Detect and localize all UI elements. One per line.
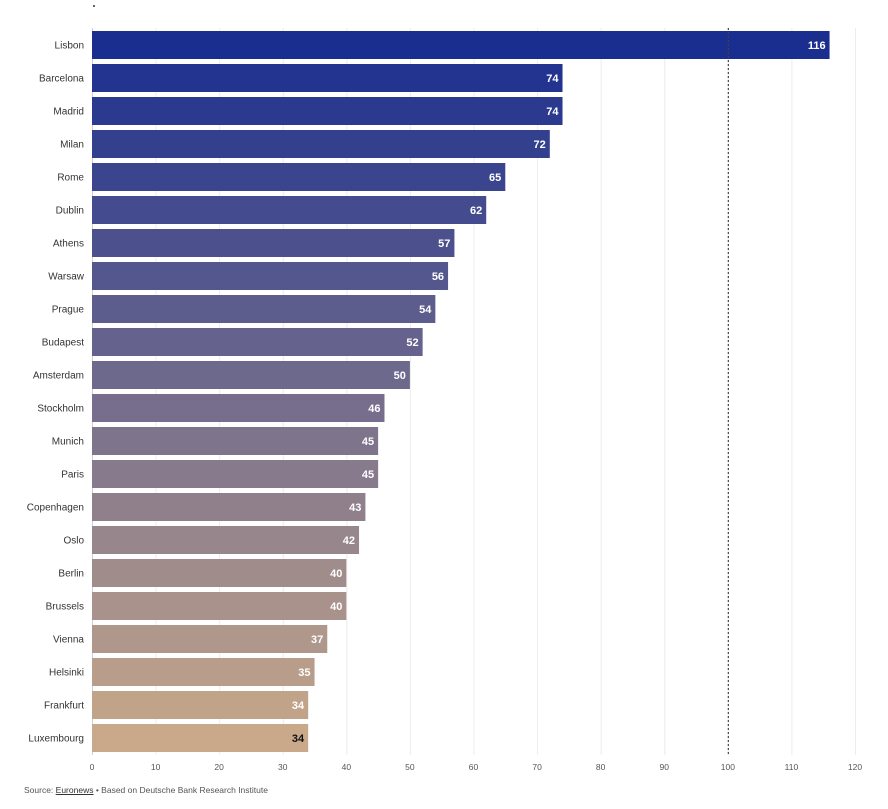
category-label: Vienna [53, 635, 84, 646]
data-label: 57 [438, 238, 450, 250]
bar [92, 31, 830, 59]
data-label: 34 [292, 733, 305, 745]
x-tick-label: 110 [785, 762, 799, 772]
x-tick-label: 90 [660, 762, 670, 772]
x-tick-label: 10 [151, 762, 161, 772]
bar [92, 691, 309, 719]
source-prefix: Source: [24, 785, 56, 795]
bar [92, 592, 347, 620]
bar [92, 262, 449, 290]
bar [92, 658, 315, 686]
category-label: Copenhagen [27, 503, 84, 514]
bar [92, 64, 563, 92]
x-tick-label: 70 [532, 762, 542, 772]
bar [92, 328, 423, 356]
bar [92, 196, 487, 224]
source-note: Source: Euronews • Based on Deutsche Ban… [24, 785, 268, 795]
data-label: 74 [546, 73, 559, 85]
bar [92, 625, 328, 653]
x-tick-label: 120 [848, 762, 862, 772]
x-tick-label: 50 [405, 762, 415, 772]
data-label: 116 [808, 40, 826, 52]
bar [92, 229, 455, 257]
x-tick-label: 0 [90, 762, 95, 772]
data-label: 40 [330, 568, 342, 580]
x-tick-label: 100 [721, 762, 735, 772]
category-label: Helsinki [49, 668, 84, 679]
data-label: 35 [298, 667, 310, 679]
category-label: Dublin [56, 206, 84, 217]
category-label: Rome [57, 173, 84, 184]
data-label: 62 [470, 205, 482, 217]
bar [92, 97, 563, 125]
bar [92, 163, 506, 191]
bar [92, 460, 379, 488]
category-label: Barcelona [39, 74, 84, 85]
bar [92, 493, 366, 521]
bar [92, 526, 360, 554]
category-label: Frankfurt [44, 701, 84, 712]
x-tick-label: 80 [596, 762, 606, 772]
bar [92, 130, 550, 158]
category-label: Milan [60, 140, 84, 151]
source-link[interactable]: Euronews [55, 785, 94, 795]
data-label: 52 [406, 337, 418, 349]
x-tick-label: 40 [342, 762, 352, 772]
category-label: Oslo [63, 536, 84, 547]
x-tick-label: 20 [214, 762, 224, 772]
bar [92, 427, 379, 455]
source-suffix: • Based on Deutsche Bank Research Instit… [93, 785, 268, 795]
data-label: 46 [368, 403, 380, 415]
data-label: 43 [349, 502, 361, 514]
data-label: 50 [394, 370, 406, 382]
bar [92, 295, 436, 323]
category-label: Lisbon [55, 41, 84, 52]
bar [92, 724, 309, 752]
category-label: Luxembourg [28, 734, 84, 745]
x-tick-label: 60 [469, 762, 479, 772]
data-label: 45 [362, 436, 374, 448]
category-label: Athens [53, 239, 84, 250]
data-label: 34 [292, 700, 305, 712]
category-label: Budapest [42, 338, 84, 349]
category-label: Brussels [46, 602, 84, 613]
data-label: 42 [343, 535, 355, 547]
data-label: 65 [489, 172, 501, 184]
bar [92, 394, 385, 422]
category-label: Munich [52, 437, 84, 448]
data-label: 45 [362, 469, 374, 481]
data-label: 56 [432, 271, 444, 283]
category-label: Prague [52, 305, 85, 316]
data-label: 72 [534, 139, 546, 151]
decorative-dot [93, 5, 95, 7]
data-label: 37 [311, 634, 323, 646]
category-label: Warsaw [48, 272, 85, 283]
category-label: Paris [61, 470, 84, 481]
bar [92, 559, 347, 587]
bar [92, 361, 410, 389]
data-label: 74 [546, 106, 559, 118]
category-label: Amsterdam [33, 371, 84, 382]
data-label: 54 [419, 304, 432, 316]
x-tick-label: 30 [278, 762, 288, 772]
category-label: Stockholm [37, 404, 84, 415]
category-label: Berlin [58, 569, 84, 580]
category-label: Madrid [53, 107, 84, 118]
data-label: 40 [330, 601, 342, 613]
